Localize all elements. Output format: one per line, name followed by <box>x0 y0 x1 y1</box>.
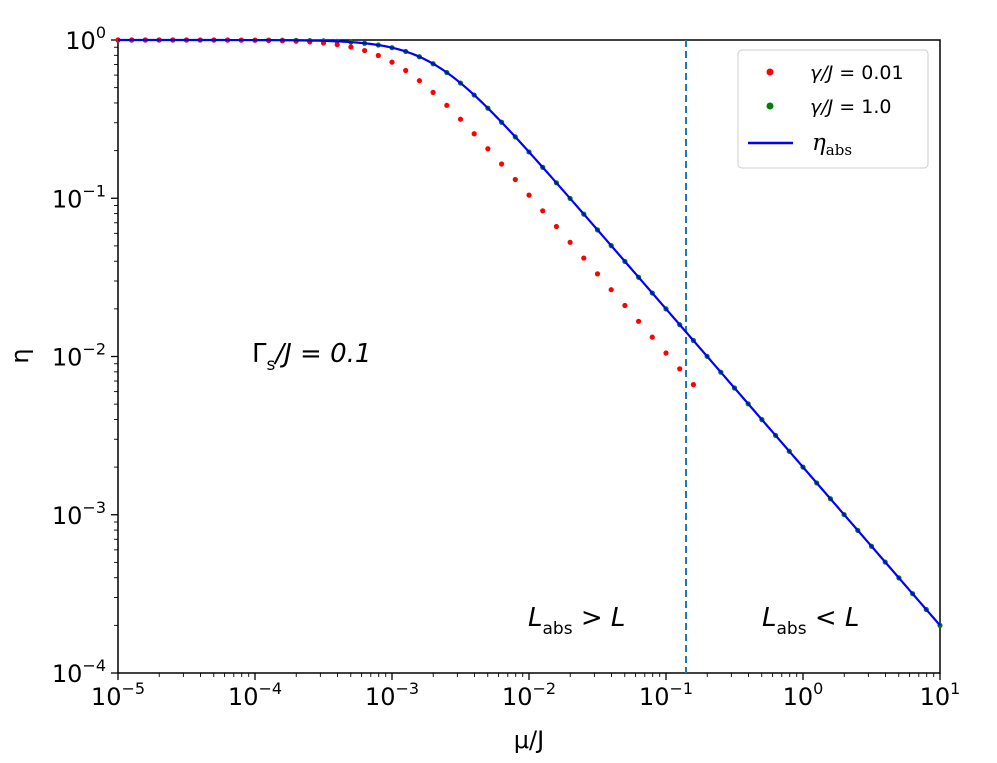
y-tick-exp-0: 0 <box>96 23 106 42</box>
y-tick-base-3: 10 <box>52 502 83 530</box>
y-tick-label-2: 10−2 <box>52 340 106 372</box>
gamma-s-annotation: Γs/J = 0.1 <box>252 339 371 375</box>
right-regime-annotation: Labs < L <box>762 603 859 639</box>
legend-label-red-math: γ/J <box>810 62 834 84</box>
y-tick-exp-1: −1 <box>82 181 106 200</box>
red-dot <box>512 176 518 183</box>
y-tick-base-4: 10 <box>52 660 83 688</box>
red-dot <box>416 78 422 84</box>
x-tick-label-3: 10−2 <box>502 679 556 711</box>
red-dot <box>594 271 601 277</box>
red-dot <box>499 161 505 167</box>
x-tick-label-6: 101 <box>920 679 961 711</box>
eta-abs-line <box>118 38 941 627</box>
red-dot <box>649 334 655 340</box>
left-regime-annotation: Labs > L <box>528 603 625 639</box>
x-tick-base-1: 10 <box>228 683 259 711</box>
y-tick-exp-3: −3 <box>82 498 106 517</box>
x-tick-base-5: 10 <box>783 683 814 711</box>
x-tick-exp-3: −2 <box>532 679 556 698</box>
legend-label-blue: ηabs <box>812 130 852 159</box>
red-dot <box>389 59 395 65</box>
y-tick-base-0: 10 <box>65 27 96 55</box>
y-tick-base-1: 10 <box>52 185 83 213</box>
y-tick-base-2: 10 <box>52 344 83 372</box>
red-dot <box>690 382 697 388</box>
red-dot <box>567 239 573 245</box>
y-tick-exp-2: −2 <box>82 340 106 359</box>
x-tick-label-1: 10−4 <box>228 679 282 711</box>
y-tick-exp-4: −4 <box>82 656 106 675</box>
legend-label-green-rest: = 1.0 <box>833 96 891 118</box>
left-regime-rest: > L <box>573 603 626 633</box>
x-tick-label-2: 10−3 <box>365 679 419 711</box>
red-dot <box>471 131 477 137</box>
legend-label-green-math: γ/J <box>810 96 834 118</box>
legend-marker-green <box>766 102 774 110</box>
x-tick-exp-5: 0 <box>813 679 823 698</box>
red-dot <box>608 287 614 293</box>
x-tick-exp-6: 1 <box>950 679 960 698</box>
red-dot <box>540 208 546 214</box>
x-tick-exp-4: −1 <box>669 679 693 698</box>
x-tick-base-4: 10 <box>639 683 670 711</box>
red-dot <box>457 116 464 122</box>
y-tick-label-3: 10−3 <box>52 498 106 530</box>
red-dot <box>334 41 340 48</box>
x-tick-base-6: 10 <box>920 683 951 711</box>
red-dot <box>375 52 381 59</box>
red-dot <box>362 47 368 54</box>
right-regime-rest: < L <box>807 603 860 633</box>
gamma-s-rest: /J = 0.1 <box>273 339 371 369</box>
x-tick-exp-2: −3 <box>395 679 419 698</box>
red-dot <box>663 350 669 356</box>
right-regime-main: L <box>762 603 777 633</box>
x-axis-label: μ/J <box>514 726 544 754</box>
x-tick-label-0: 10−5 <box>91 679 145 711</box>
x-tick-base-2: 10 <box>365 683 396 711</box>
gamma-s-main: Γ <box>252 339 267 369</box>
y-tick-label-4: 10−4 <box>52 656 106 688</box>
left-regime-sub: abs <box>543 619 573 639</box>
x-tick-exp-1: −4 <box>258 679 282 698</box>
red-dot <box>403 67 409 74</box>
red-dot <box>485 146 491 152</box>
right-regime-sub: abs <box>777 619 807 639</box>
legend-label-blue-sub: abs <box>826 141 852 159</box>
legend-label-red-rest: = 0.01 <box>833 62 903 84</box>
series-layer <box>115 37 943 628</box>
legend: γ/J = 0.01 γ/J = 1.0 ηabs <box>737 49 929 169</box>
x-tick-base-3: 10 <box>502 683 533 711</box>
x-tick-label-5: 100 <box>783 679 824 711</box>
legend-label-blue-main: η <box>812 130 826 156</box>
red-dot <box>526 192 532 198</box>
left-regime-main: L <box>528 603 543 633</box>
red-dot <box>581 255 587 261</box>
x-tick-base-0: 10 <box>91 683 122 711</box>
legend-label-green: γ/J = 1.0 <box>810 96 891 118</box>
legend-label-red: γ/J = 0.01 <box>810 62 904 84</box>
red-dot <box>636 318 642 324</box>
red-dot <box>622 302 628 309</box>
ticks-layer: 10−5 10−4 10−3 10−2 10−1 100 10110010−110−210−… <box>52 23 961 711</box>
red-dot <box>444 102 450 108</box>
legend-marker-red <box>766 68 774 76</box>
x-tick-exp-0: −5 <box>121 679 145 698</box>
x-tick-label-4: 10−1 <box>639 679 693 711</box>
red-dot <box>348 44 354 50</box>
y-axis-label: η <box>6 348 34 363</box>
y-tick-label-0: 100 <box>65 23 106 55</box>
gamma-s-sub: s <box>267 355 276 375</box>
legend-box <box>737 49 929 169</box>
red-dot <box>677 366 683 372</box>
y-tick-label-1: 10−1 <box>52 181 106 213</box>
red-dot <box>553 223 560 230</box>
red-dot <box>430 89 436 95</box>
